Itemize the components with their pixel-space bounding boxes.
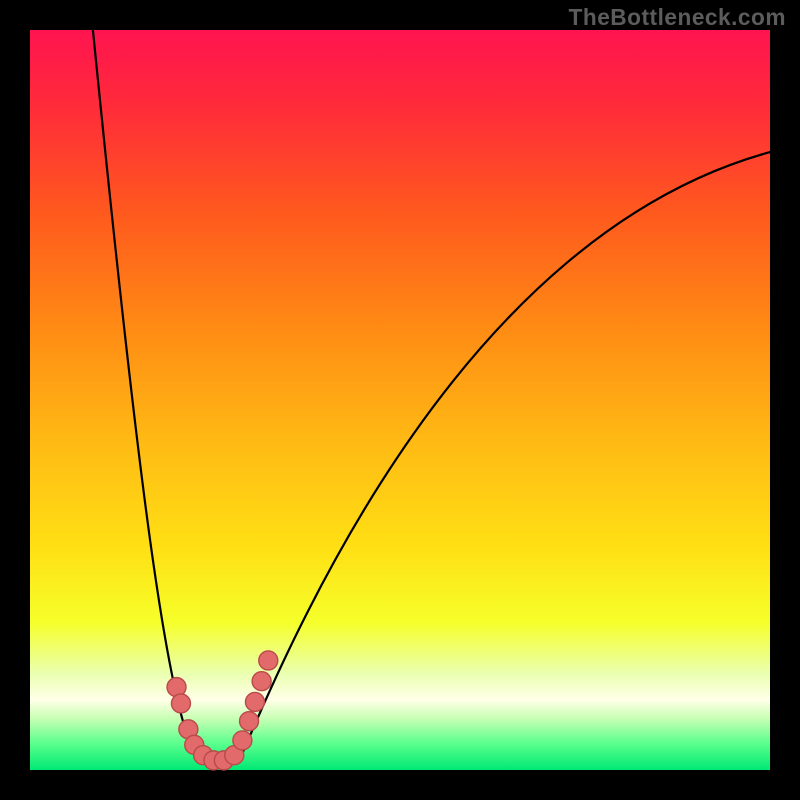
- watermark-text: TheBottleneck.com: [569, 4, 786, 31]
- bottleneck-curve: [93, 30, 770, 762]
- marker-point: [252, 672, 271, 691]
- marker-point: [233, 731, 252, 750]
- curve-layer: [30, 30, 770, 770]
- plot-area: [30, 30, 770, 770]
- marker-point: [259, 651, 278, 670]
- marker-point: [171, 694, 190, 713]
- marker-point: [245, 692, 264, 711]
- chart-container: TheBottleneck.com: [0, 0, 800, 800]
- marker-point: [240, 712, 259, 731]
